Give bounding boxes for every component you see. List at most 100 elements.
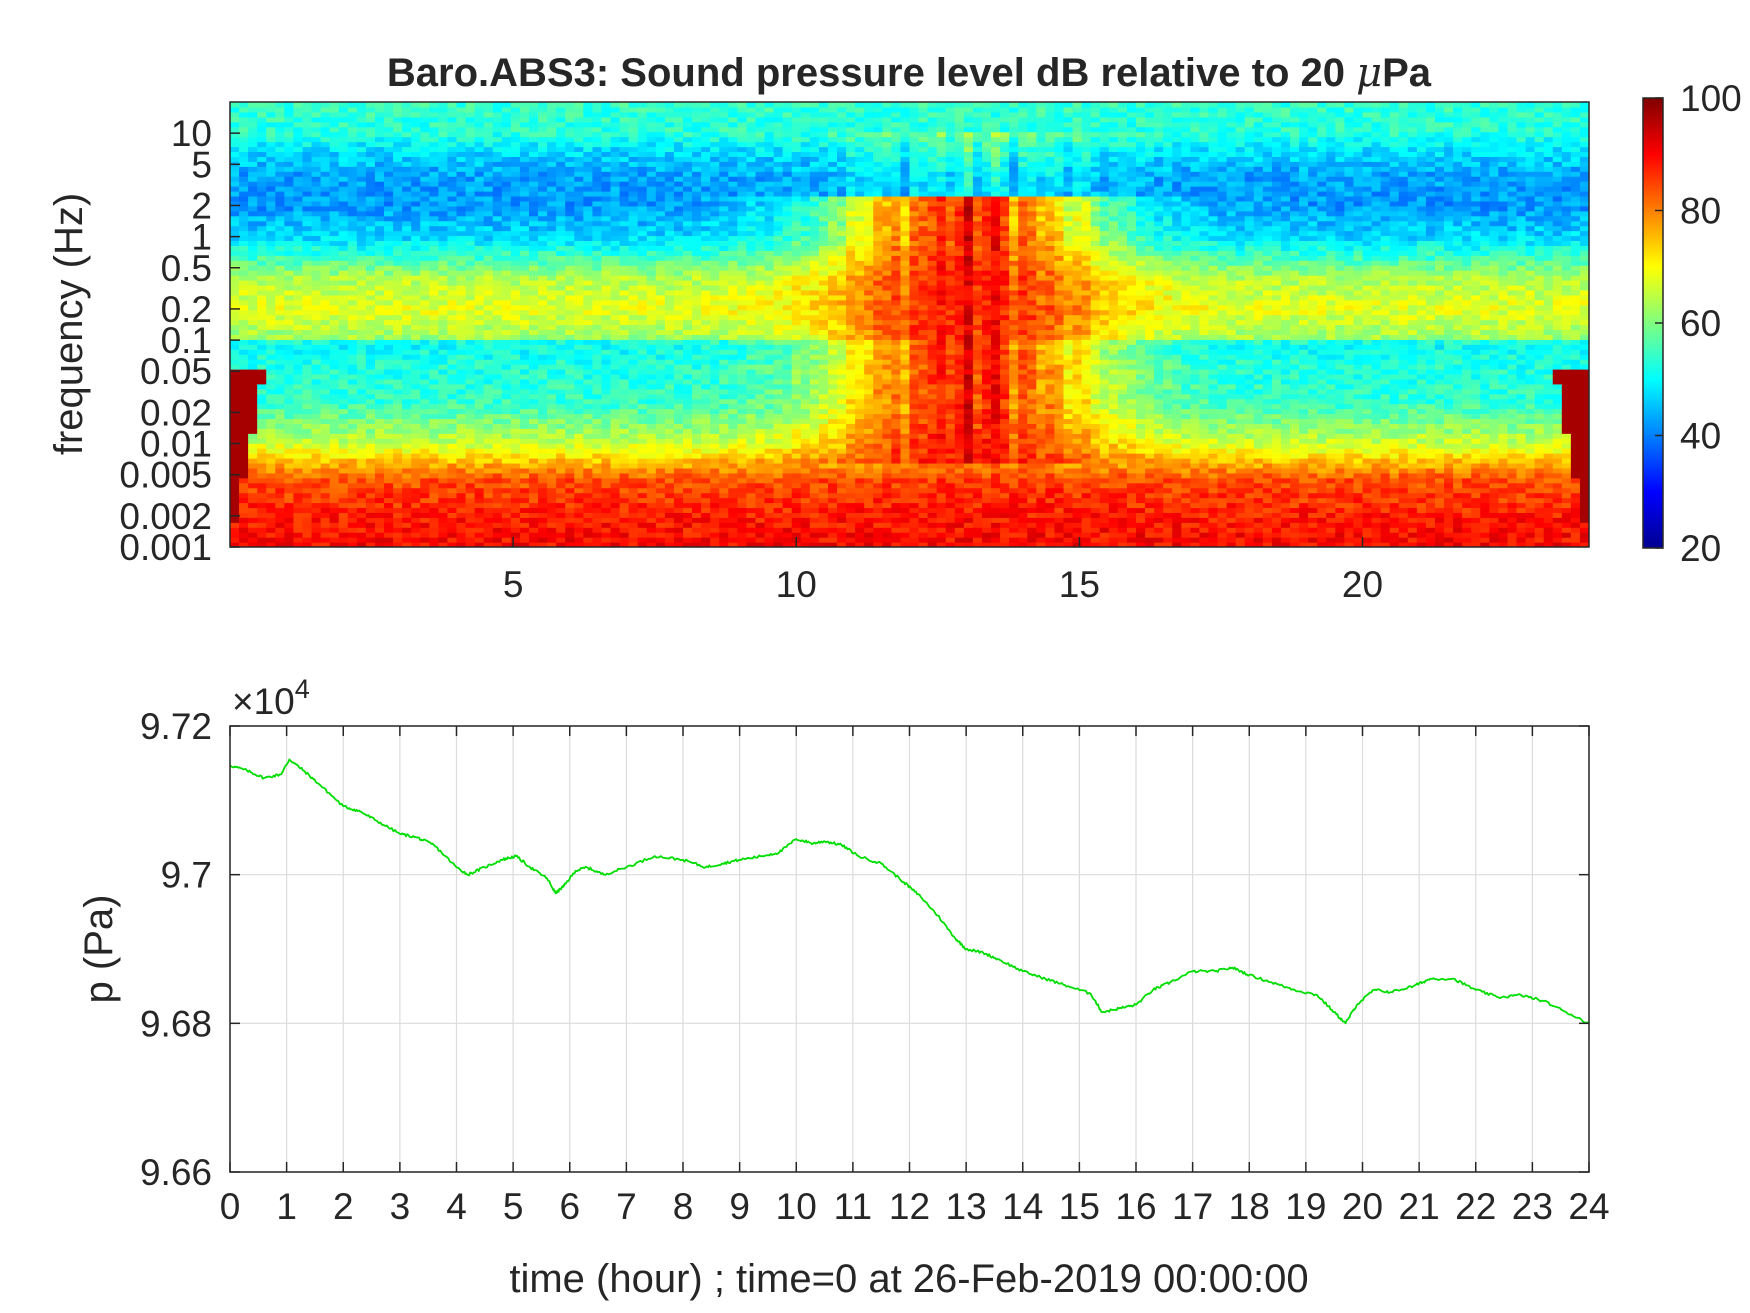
- spectrogram-cell: [673, 532, 684, 538]
- spectrogram-cell: [583, 166, 593, 172]
- spectrogram-cell: [519, 161, 530, 167]
- spectrogram-cell: [710, 512, 720, 518]
- spectrogram-cell: [501, 408, 512, 415]
- spectrogram-cell: [438, 245, 449, 251]
- spectrogram-cell: [710, 116, 720, 123]
- spectrogram-cell: [465, 512, 476, 518]
- spectrogram-cell: [302, 517, 313, 523]
- spectrogram-cell: [510, 116, 521, 123]
- spectrogram-cell: [501, 240, 512, 246]
- spectrogram-cell: [302, 304, 313, 311]
- spectrogram-cell: [356, 186, 367, 192]
- spectrogram-cell: [556, 146, 566, 153]
- spectrogram-cell: [701, 324, 711, 331]
- spectrogram-cell: [719, 275, 729, 281]
- spectrogram-cell: [320, 527, 331, 533]
- spectrogram-cell: [528, 329, 539, 335]
- spectrogram-cell: [556, 181, 566, 187]
- spectrogram-cell: [411, 398, 421, 405]
- spectrogram-cell: [239, 176, 249, 182]
- spectrogram-cell: [447, 141, 458, 148]
- spectrogram-cell: [257, 458, 267, 464]
- spectrogram-cell: [456, 507, 467, 513]
- spectrogram-cell: [538, 349, 548, 355]
- spectrogram-cell: [266, 359, 276, 365]
- spectrogram-cell: [719, 166, 729, 172]
- spectrogram-cell: [320, 275, 331, 281]
- spectrogram-cell: [492, 245, 503, 251]
- spectrogram-cell: [402, 482, 412, 489]
- spectrogram-cell: [628, 319, 639, 326]
- spectrogram-cell: [356, 176, 367, 182]
- spectrogram-cell: [574, 304, 584, 311]
- spectrogram-cell: [719, 393, 729, 400]
- spectrogram-cell: [565, 200, 575, 207]
- spectrogram-cell: [710, 102, 720, 108]
- spectrogram-cell: [302, 349, 313, 355]
- spectrogram-cell: [320, 408, 331, 415]
- spectrogram-cell: [547, 235, 557, 242]
- spectrogram-cell: [374, 334, 385, 340]
- spectrogram-cell: [338, 542, 349, 547]
- spectrogram-cell: [384, 497, 394, 504]
- spectrogram-cell: [248, 482, 258, 489]
- spectrogram-cell: [465, 487, 476, 494]
- spectrogram-cell: [447, 369, 458, 375]
- spectrogram-cell: [374, 398, 385, 405]
- spectrogram-cell: [293, 102, 304, 108]
- spectrogram-cell: [248, 106, 258, 113]
- spectrogram-cell: [583, 260, 593, 266]
- spectrogram-cell: [692, 299, 702, 306]
- spectrogram-cell: [664, 136, 675, 143]
- spectrogram-cell: [384, 467, 394, 474]
- spectrogram-cell: [692, 220, 702, 227]
- spectrogram-cell: [293, 195, 304, 202]
- spectrogram-cell: [329, 304, 340, 311]
- spectrogram-cell: [293, 443, 304, 449]
- spectrogram-cell: [519, 324, 530, 331]
- spectrogram-cell: [528, 205, 539, 212]
- spectrogram-cell: [492, 329, 503, 335]
- spectrogram-cell: [384, 324, 394, 331]
- spectrogram-cell: [592, 314, 603, 321]
- spectrogram-cell: [583, 186, 593, 192]
- spectrogram-cell: [275, 220, 285, 227]
- spectrogram-cell: [429, 438, 439, 444]
- spectrogram-cell: [528, 275, 539, 281]
- spectrogram-cell: [501, 517, 512, 523]
- spectrogram-cell: [384, 344, 394, 350]
- spectrogram-cell: [438, 319, 449, 326]
- spectrogram-cell: [474, 176, 485, 182]
- spectrogram-cell: [239, 408, 249, 415]
- spectrogram-cell: [456, 398, 467, 405]
- spectrogram-cell: [411, 151, 421, 157]
- spectrogram-cell: [655, 453, 666, 459]
- spectrogram-cell: [719, 126, 729, 133]
- spectrogram-cell: [701, 537, 711, 543]
- spectrogram-cell: [338, 210, 349, 217]
- spectrogram-cell: [501, 260, 512, 266]
- spectrogram-cell: [393, 423, 403, 429]
- spectrogram-cell: [329, 398, 340, 405]
- spectrogram-cell: [320, 146, 331, 153]
- spectrogram-cell: [374, 408, 385, 415]
- spectrogram-cell: [574, 492, 584, 499]
- spectrogram-cell: [538, 487, 548, 494]
- spectrogram-cell: [302, 388, 313, 395]
- spectrogram-cell: [230, 492, 240, 499]
- spectrogram-cell: [619, 260, 630, 266]
- spectrogram-cell: [275, 433, 285, 439]
- spectrogram-cell: [320, 220, 331, 227]
- spectrogram-cell: [474, 487, 485, 494]
- spectrogram-cell: [302, 195, 313, 202]
- spectrogram-cell: [601, 235, 612, 242]
- spectrogram-cell: [710, 200, 720, 207]
- spectrogram-cell: [628, 383, 639, 390]
- spectrogram-cell: [447, 161, 458, 167]
- spectrogram-cell: [719, 329, 729, 335]
- spectrogram-cell: [510, 502, 521, 509]
- spectrogram-cell: [374, 413, 385, 420]
- spectrogram-cell: [293, 492, 304, 499]
- spectrogram-cell: [601, 467, 612, 474]
- spectrogram-cell: [365, 502, 376, 509]
